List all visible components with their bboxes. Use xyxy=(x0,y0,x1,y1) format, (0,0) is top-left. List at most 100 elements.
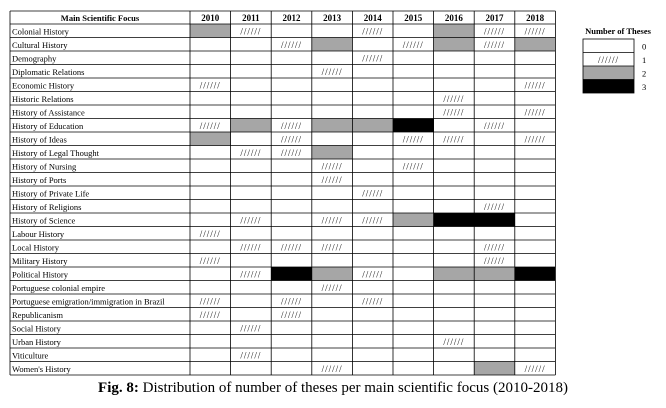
cell-24-2012 xyxy=(271,348,312,362)
cell-20-2012-hatch: ////// xyxy=(281,296,302,306)
cell-4-2018 xyxy=(514,78,556,92)
cell-5-2014 xyxy=(352,91,393,105)
cell-14-2014 xyxy=(352,213,393,227)
cell-18-2013 xyxy=(311,267,353,281)
cell-10-2017 xyxy=(474,159,515,173)
legend-label-1: 1 xyxy=(642,55,646,65)
cell-22-2012 xyxy=(271,321,312,335)
row-label-2: Demography xyxy=(12,53,57,63)
cell-1-2014 xyxy=(352,37,393,51)
cell-13-2015 xyxy=(393,199,434,213)
cell-20-2013 xyxy=(311,294,353,308)
cell-21-2018 xyxy=(514,307,556,321)
cell-20-2018 xyxy=(514,294,556,308)
cell-16-2012-hatch: ////// xyxy=(281,242,302,252)
cell-0-2012 xyxy=(271,24,312,38)
cell-18-2014 xyxy=(352,267,393,281)
cell-8-2012-hatch: ////// xyxy=(281,134,302,144)
cell-18-2016 xyxy=(433,267,475,281)
cell-25-2016 xyxy=(433,361,475,375)
cell-12-2011 xyxy=(230,186,272,200)
year-header-2013: 2013 xyxy=(323,13,342,23)
cell-1-2012 xyxy=(271,37,312,51)
cell-16-2017 xyxy=(474,240,515,254)
grid-lines xyxy=(9,10,556,376)
row-label-15: Labour History xyxy=(12,229,65,239)
year-header-2011: 2011 xyxy=(242,13,260,23)
cell-25-2015 xyxy=(393,361,434,375)
corner-label: Main Scientific Focus xyxy=(61,13,140,23)
cell-23-2012 xyxy=(271,334,312,348)
cell-16-2018 xyxy=(514,240,556,254)
row-label-3: Diplomatic Relations xyxy=(12,67,84,77)
cell-21-2011 xyxy=(230,307,272,321)
cell-23-2010 xyxy=(190,334,231,348)
cell-22-2011 xyxy=(230,321,272,335)
cell-13-2017 xyxy=(474,199,515,213)
row-label-4: Economic History xyxy=(12,80,75,90)
cell-21-2010-hatch: ////// xyxy=(200,310,221,320)
cell-19-2018 xyxy=(514,280,556,294)
cell-1-2018 xyxy=(514,37,556,51)
legend-swatch-2 xyxy=(583,66,634,80)
cell-4-2018-hatch: ////// xyxy=(525,80,546,90)
cell-13-2018 xyxy=(514,199,556,213)
cell-3-2010 xyxy=(190,64,231,78)
cell-0-2018 xyxy=(514,24,556,38)
cell-1-2015 xyxy=(393,37,434,51)
cell-11-2014 xyxy=(352,172,393,186)
cell-0-2014 xyxy=(352,24,393,38)
cell-19-2011 xyxy=(230,280,272,294)
cell-10-2013 xyxy=(311,159,353,173)
cell-25-2014 xyxy=(352,361,393,375)
cell-11-2017 xyxy=(474,172,515,186)
cell-18-2018 xyxy=(514,267,556,281)
cell-10-2015 xyxy=(393,159,434,173)
row-label-8: History of Ideas xyxy=(12,134,67,144)
cell-15-2015 xyxy=(393,226,434,240)
cell-20-2014 xyxy=(352,294,393,308)
cell-5-2017 xyxy=(474,91,515,105)
cell-15-2011 xyxy=(230,226,272,240)
cell-4-2010-hatch: ////// xyxy=(200,80,221,90)
legend-swatch-1 xyxy=(583,52,634,66)
cell-23-2014 xyxy=(352,334,393,348)
cell-23-2018 xyxy=(514,334,556,348)
cell-3-2018 xyxy=(514,64,556,78)
cell-14-2010 xyxy=(190,213,231,227)
cell-10-2013-hatch: ////// xyxy=(322,161,343,171)
row-label-7: History of Education xyxy=(12,121,84,131)
cell-19-2015 xyxy=(393,280,434,294)
cell-22-2018 xyxy=(514,321,556,335)
cell-15-2018 xyxy=(514,226,556,240)
cell-8-2010 xyxy=(190,132,231,146)
cell-22-2016 xyxy=(433,321,475,335)
cell-10-2011 xyxy=(230,159,272,173)
legend-label-2: 2 xyxy=(642,68,646,78)
row-label-18: Political History xyxy=(12,269,69,279)
cell-18-2014-hatch: ////// xyxy=(362,269,383,279)
cell-7-2015 xyxy=(393,118,434,132)
cell-14-2018 xyxy=(514,213,556,227)
cell-11-2010 xyxy=(190,172,231,186)
cell-3-2011 xyxy=(230,64,272,78)
cell-3-2017 xyxy=(474,64,515,78)
row-label-24: Viticulture xyxy=(12,350,49,360)
row-label-5: Historic Relations xyxy=(12,94,74,104)
cell-25-2012 xyxy=(271,361,312,375)
cell-24-2010 xyxy=(190,348,231,362)
cell-6-2016-hatch: ////// xyxy=(443,107,464,117)
cell-19-2014 xyxy=(352,280,393,294)
cell-19-2013 xyxy=(311,280,353,294)
cell-5-2013 xyxy=(311,91,353,105)
cell-22-2010 xyxy=(190,321,231,335)
figure-caption: Fig. 8: Distribution of number of theses… xyxy=(0,380,666,397)
cell-1-2012-hatch: ////// xyxy=(281,40,302,50)
cell-4-2011 xyxy=(230,78,272,92)
cell-9-2012 xyxy=(271,145,312,159)
cell-17-2011 xyxy=(230,253,272,267)
cell-12-2014-hatch: ////// xyxy=(362,188,383,198)
cell-8-2018-hatch: ////// xyxy=(525,134,546,144)
cell-20-2012 xyxy=(271,294,312,308)
cell-24-2015 xyxy=(393,348,434,362)
